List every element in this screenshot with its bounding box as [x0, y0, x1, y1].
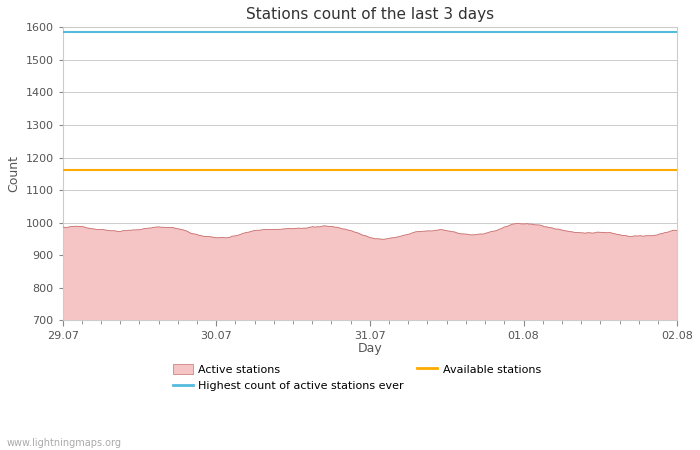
Legend: Active stations, Highest count of active stations ever, Available stations: Active stations, Highest count of active… [173, 364, 541, 391]
Title: Stations count of the last 3 days: Stations count of the last 3 days [246, 7, 494, 22]
Text: www.lightningmaps.org: www.lightningmaps.org [7, 438, 122, 448]
Y-axis label: Count: Count [7, 155, 20, 192]
X-axis label: Day: Day [358, 342, 382, 355]
